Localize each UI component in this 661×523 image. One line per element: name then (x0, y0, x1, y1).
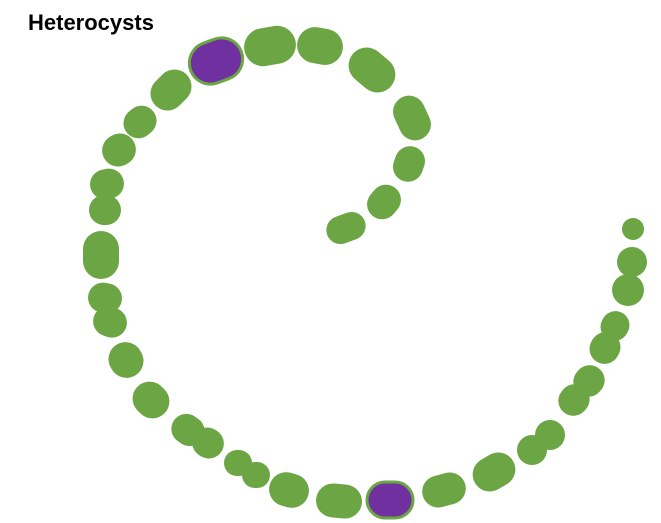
heterocyst (183, 32, 248, 90)
title: Heterocysts (28, 10, 154, 35)
cell (388, 90, 436, 145)
cell (466, 446, 521, 497)
cell (419, 469, 470, 511)
cell (315, 482, 364, 520)
cell (265, 468, 312, 511)
cell (241, 23, 299, 69)
cell (294, 24, 346, 67)
cell (322, 208, 369, 248)
heterocyst (367, 482, 413, 518)
cell (89, 195, 121, 225)
cell (83, 231, 119, 279)
cell (622, 218, 644, 240)
cell (617, 247, 647, 277)
cell (612, 274, 644, 306)
cell (361, 179, 407, 226)
cell (242, 462, 270, 488)
filament (83, 23, 647, 520)
cell (341, 40, 402, 100)
cell (126, 375, 177, 426)
diagram: Heterocysts (0, 0, 661, 523)
cell (535, 420, 565, 450)
cell (389, 142, 430, 186)
cell (102, 336, 149, 384)
